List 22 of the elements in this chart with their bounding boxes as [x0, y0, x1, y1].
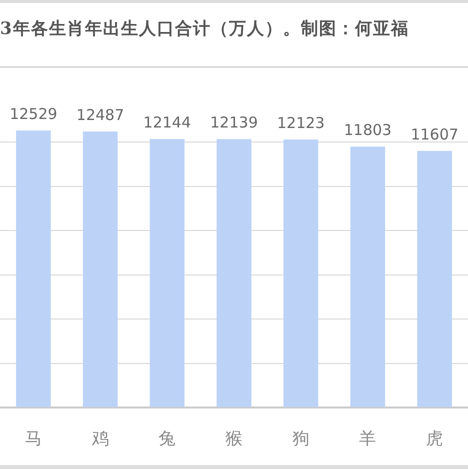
chart-title: 3年各生肖年出生人口合计（万人）。制图：何亚福 — [0, 18, 409, 40]
x-tick-label: 羊 — [359, 429, 376, 450]
bar — [216, 139, 252, 408]
data-label: 11803 — [344, 120, 392, 139]
bar — [283, 140, 318, 408]
data-label: 11607 — [410, 125, 458, 144]
data-label: 12123 — [277, 114, 325, 132]
bar — [150, 139, 185, 408]
bar — [16, 130, 51, 408]
data-label: 12487 — [76, 106, 124, 124]
bar — [350, 146, 386, 408]
x-tick-label: 马 — [24, 429, 42, 450]
x-tick-label: 兔 — [158, 429, 176, 450]
bar — [417, 150, 452, 408]
bar — [82, 131, 118, 408]
data-label: 12144 — [143, 113, 191, 132]
data-label: 12139 — [210, 114, 258, 132]
x-tick-label: 猴 — [226, 429, 242, 450]
data-label: 12529 — [10, 104, 58, 123]
x-tick-label: 虎 — [426, 429, 444, 450]
x-tick-label: 狗 — [292, 429, 310, 450]
x-tick-label: 鸡 — [90, 429, 109, 450]
